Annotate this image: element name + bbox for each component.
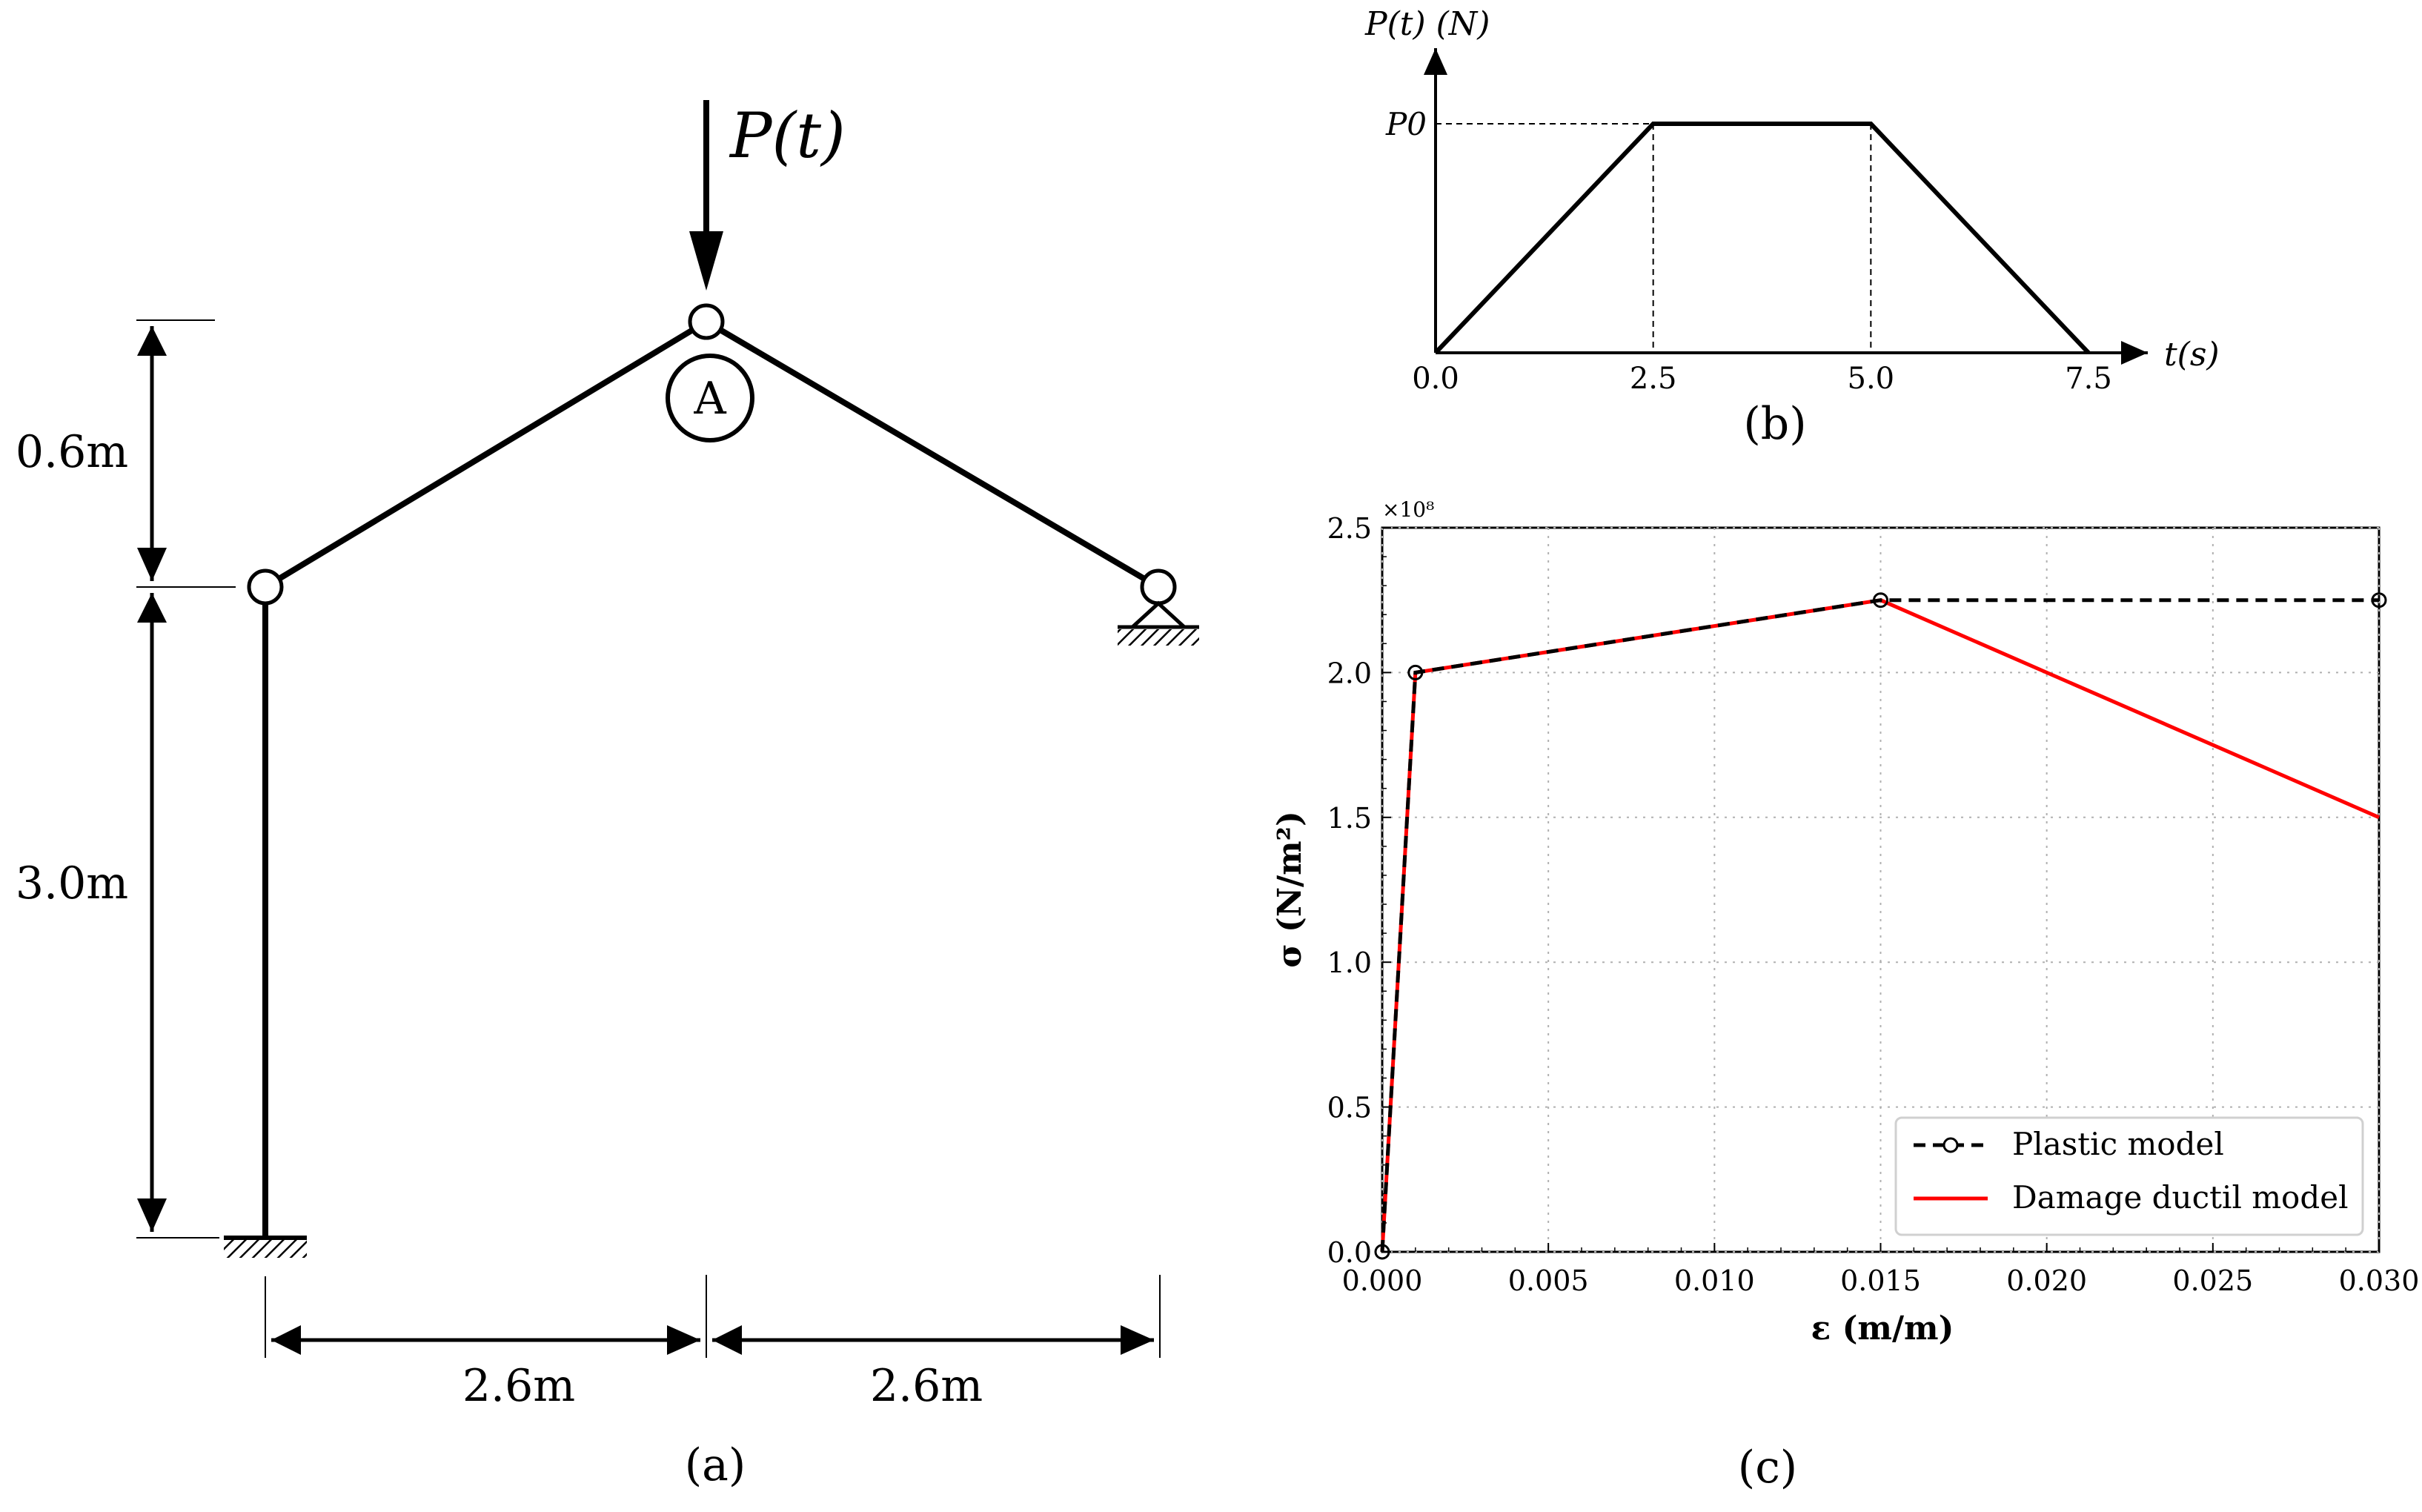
panel-c-y-tick-label: 1.0	[1327, 946, 1372, 979]
pin-support-icon	[1118, 600, 1199, 646]
panel-c-series	[1374, 592, 2387, 1260]
dim-right-span-label: 2.6m	[870, 1360, 983, 1412]
apex-hinge-icon	[688, 303, 725, 340]
panel-c-y-label: σ (N/m²)	[1271, 811, 1309, 968]
panel-b-x-tick-label: 0.0	[1412, 362, 1459, 396]
dim-column-height-label: 3.0m	[16, 858, 128, 909]
panel-c-x-tick-label: 0.010	[1674, 1264, 1755, 1297]
left-knee-hinge-icon	[247, 568, 284, 606]
legend-plastic-label: Plastic model	[2012, 1126, 2224, 1162]
right-rafter	[704, 319, 1161, 590]
node-a-marker	[666, 354, 754, 442]
panel-c-legend: Plastic model Damage ductil model	[1894, 1116, 2364, 1236]
panel-c-x-tick-label: 0.015	[1840, 1264, 1921, 1297]
load-history-line	[1433, 122, 2091, 355]
panel-a-caption: (a)	[685, 1439, 746, 1491]
plastic-model-point	[1407, 664, 1424, 680]
panel-c-y-tick-label: 0.0	[1327, 1236, 1372, 1269]
panel-c-y-tick-label: 1.5	[1327, 802, 1372, 835]
panel-b-x-label: t(s)	[2164, 336, 2220, 374]
load-label: P(t)	[729, 99, 846, 172]
panel-c-y-multiplier: ×10⁸	[1382, 497, 1434, 522]
panel-b-caption: (b)	[1743, 398, 1806, 450]
plastic-model-point	[1374, 1244, 1390, 1260]
panel-c-x-tick-label: 0.025	[2172, 1264, 2253, 1297]
dim-left-span-label: 2.6m	[462, 1360, 575, 1412]
plastic-model-point	[2371, 592, 2387, 609]
panel-c-y-tick-label: 0.5	[1327, 1092, 1372, 1124]
panel-c-y-tick-label: 2.5	[1327, 512, 1372, 545]
fixed-support-icon	[224, 1236, 307, 1258]
panel-c-caption: (c)	[1738, 1442, 1797, 1493]
panel-b-x-tick-label: 2.5	[1630, 362, 1677, 396]
dim-top-height-label: 0.6m	[16, 426, 128, 478]
left-rafter	[263, 319, 709, 590]
panel-c-x-tick-label: 0.020	[2006, 1264, 2087, 1297]
panel-b-y-label: P(t) (N)	[1364, 5, 1490, 43]
panel-b-plot-area: 0.0 2.5 5.0 7.5	[1412, 122, 2112, 396]
panel-c-y-tick-label: 2.0	[1327, 657, 1372, 689]
legend-plastic-marker-icon	[1942, 1137, 1959, 1153]
panel-b-x-tick-label: 5.0	[1848, 362, 1895, 396]
panel-b-peak-label: P0	[1385, 106, 1427, 142]
panel-c-x-tick-label: 0.005	[1508, 1264, 1589, 1297]
panel-c-x-tick-label: 0.030	[2339, 1264, 2420, 1297]
panel-c-x-tick-label: 0.000	[1342, 1264, 1423, 1297]
load-arrow-icon	[689, 100, 723, 291]
panel-b-x-tick-label: 7.5	[2065, 362, 2112, 396]
legend-damage-label: Damage ductil model	[2012, 1179, 2349, 1216]
right-support-hinge-icon	[1140, 568, 1177, 606]
panel-c-x-label: ε (m/m)	[1811, 1310, 1954, 1347]
node-a-label: A	[693, 373, 726, 425]
panel-c-stress-strain-chart: 0.000 0.005 0.010 0.015 0.020 0.025 0.030 0.0 0.…	[1271, 497, 2419, 1493]
panel-c-ticks: 0.000 0.005 0.010 0.015 0.020 0.025 0.030 0.0 0.…	[1327, 512, 2420, 1297]
plastic-model-point	[1873, 592, 1888, 609]
plastic-model-line	[1380, 598, 2379, 1253]
panel-a-frame-diagram: P(t) A 0.6m 3.0m 2.6m 2.6m (a)	[16, 99, 1199, 1491]
panel-b-load-history: P(t) (N) t(s) P0 0.0 2.5 5.0 7.5 (b)	[1364, 5, 2220, 450]
